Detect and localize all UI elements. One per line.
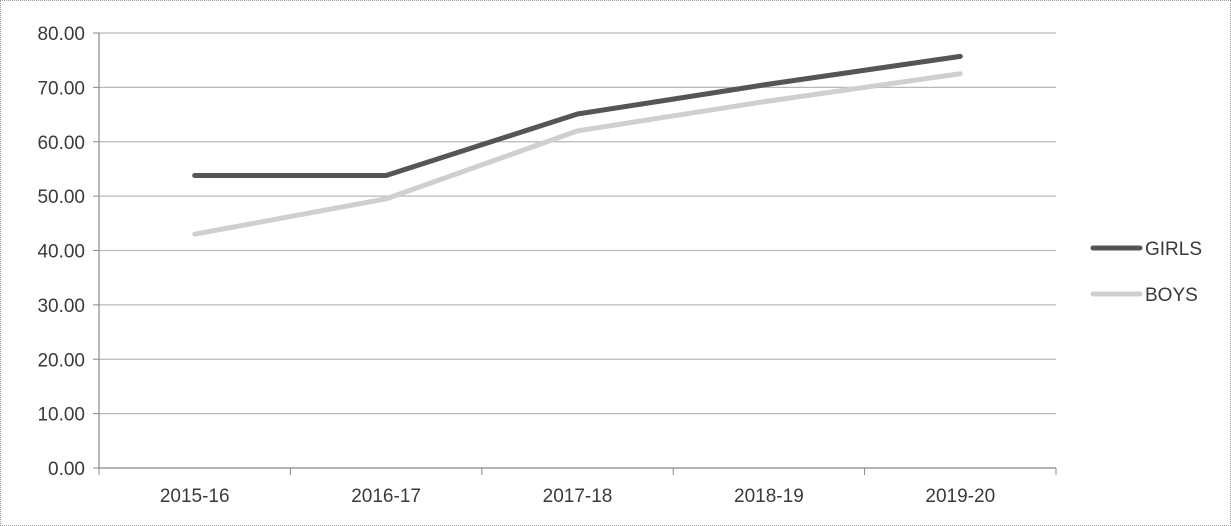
series-line-girls (192, 53, 963, 178)
x-tick-label: 2015-16 (160, 486, 230, 507)
x-tick-label: 2017-18 (543, 486, 613, 507)
x-tick-label: 2016-17 (351, 486, 421, 507)
gridlines (99, 32, 1056, 415)
y-tick-label: 20.00 (37, 350, 85, 371)
data-point-boys (768, 100, 769, 101)
data-point-girls (768, 84, 769, 85)
y-tick-label: 10.00 (37, 405, 85, 426)
x-tick-label: 2019-20 (925, 486, 995, 507)
data-point-girls (960, 56, 961, 57)
data-point-girls (577, 114, 578, 115)
y-tick-label: 70.00 (37, 78, 85, 99)
data-point-girls (386, 175, 387, 176)
legend: GIRLS BOYS (1090, 239, 1202, 306)
data-point-boys (960, 73, 961, 74)
data-point-boys (577, 130, 578, 131)
series-lines (192, 53, 963, 237)
y-tick-label: 80.00 (37, 24, 85, 45)
y-tick-label: 60.00 (37, 133, 85, 154)
series-line-boys (192, 71, 963, 237)
y-tick-label: 0.00 (48, 459, 85, 480)
y-tick-label: 50.00 (37, 187, 85, 208)
axes: 0.00 10.00 20.00 30.00 40.00 50.00 60.00 70.00 8… (37, 24, 1057, 507)
legend-label-girls: GIRLS (1145, 239, 1202, 260)
y-tick-label: 40.00 (37, 242, 85, 263)
data-point-boys (194, 234, 195, 235)
data-point-girls (194, 175, 195, 176)
x-tick-label: 2018-19 (734, 486, 804, 507)
data-point-boys (386, 198, 387, 199)
legend-label-boys: BOYS (1145, 285, 1198, 306)
y-tick-label: 30.00 (37, 296, 85, 317)
